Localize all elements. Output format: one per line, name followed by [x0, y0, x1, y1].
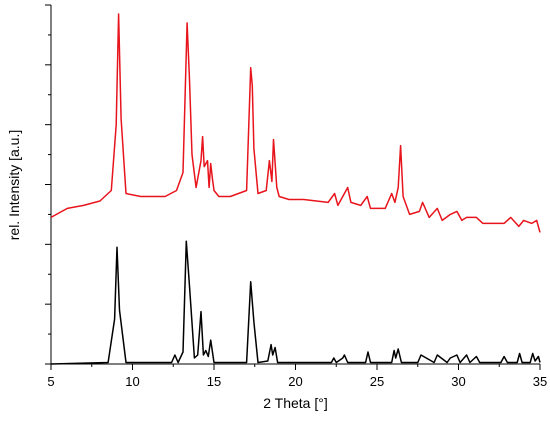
x-tick-label: 10	[125, 374, 139, 389]
y-axis-label: rel. Intensity [a.u.]	[6, 130, 22, 241]
x-tick-label: 35	[533, 374, 547, 389]
series-line-1	[50, 13, 541, 233]
series-layer	[50, 13, 541, 365]
y-ticks	[45, 4, 51, 365]
x-tick-label: 5	[47, 374, 54, 389]
x-tick-label: 25	[370, 374, 384, 389]
series-line-2	[50, 240, 541, 365]
x-axis-label: 2 Theta [°]	[263, 395, 328, 411]
x-tick-label: 30	[451, 374, 465, 389]
x-ticks: 5 10 15 20 25 30 35	[47, 364, 547, 389]
plot-area: 5 10 15 20 25 30 35	[45, 4, 547, 389]
x-tick-label: 20	[288, 374, 302, 389]
x-tick-label: 15	[207, 374, 221, 389]
